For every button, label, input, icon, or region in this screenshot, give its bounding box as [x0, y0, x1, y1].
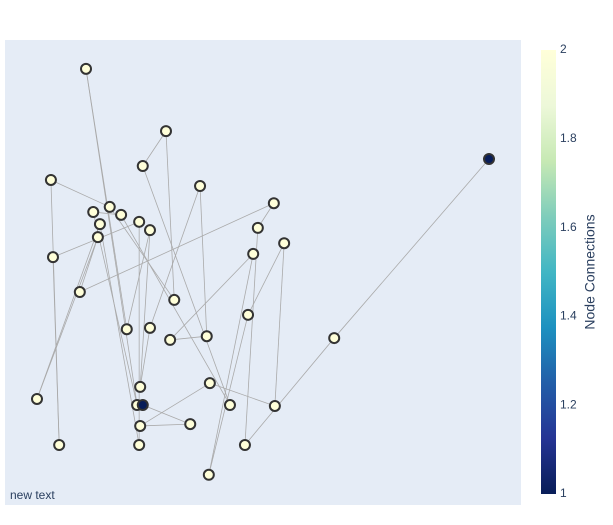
colorbar-tick-label: 2 [560, 42, 567, 56]
edge [120, 214, 231, 406]
node [91, 231, 104, 244]
node [93, 218, 106, 231]
node [164, 333, 177, 346]
node [143, 321, 156, 334]
edge [142, 165, 231, 406]
edge [139, 327, 151, 387]
node [159, 125, 172, 138]
edge [142, 130, 167, 167]
edge [139, 382, 211, 427]
edge [139, 230, 151, 387]
node [73, 286, 86, 299]
edge [50, 179, 60, 446]
node [115, 208, 128, 221]
edge [85, 68, 128, 330]
edge [333, 158, 490, 339]
edge [36, 224, 101, 400]
node [120, 323, 133, 336]
node [136, 399, 149, 412]
colorbar-tick-label: 1.4 [560, 309, 577, 323]
colorbar [541, 50, 556, 494]
edge [208, 314, 249, 475]
node [134, 419, 147, 432]
edge [199, 185, 208, 337]
edge [274, 243, 285, 406]
edge [149, 185, 201, 328]
edge [244, 227, 259, 446]
node [44, 173, 57, 186]
node [143, 224, 156, 237]
node [30, 392, 43, 405]
node [200, 330, 213, 343]
colorbar-tick-label: 1.2 [560, 397, 577, 411]
node [133, 439, 146, 452]
node [242, 308, 255, 321]
nodes [30, 62, 496, 481]
edge [79, 237, 99, 293]
node [223, 399, 236, 412]
node [87, 206, 100, 219]
node [267, 197, 280, 210]
edge [247, 243, 285, 315]
node [53, 439, 66, 452]
node [251, 221, 264, 234]
node [103, 200, 116, 213]
edge [140, 423, 191, 427]
node [203, 377, 216, 390]
edge [209, 382, 276, 407]
node [247, 247, 260, 260]
colorbar-tick-label: 1.8 [560, 131, 577, 145]
colorbar-tick-label: 1.6 [560, 220, 577, 234]
node [483, 153, 496, 166]
edge [244, 337, 335, 446]
node [268, 399, 281, 412]
node [136, 160, 149, 173]
node [46, 251, 59, 264]
node [184, 418, 197, 431]
node [328, 332, 341, 345]
node [133, 215, 146, 228]
edge [170, 335, 207, 341]
colorbar-tick-label: 1 [560, 486, 567, 500]
edge [109, 206, 175, 301]
plot-area [5, 40, 521, 505]
edge [36, 237, 99, 400]
node [168, 293, 181, 306]
edge [92, 211, 138, 406]
edge [142, 404, 191, 425]
edge [208, 253, 254, 475]
node [134, 380, 147, 393]
node [202, 468, 215, 481]
node [194, 180, 207, 193]
colorbar-title: Node Connections [582, 214, 598, 329]
annotation: new text [10, 488, 55, 502]
node [238, 439, 251, 452]
edge [165, 131, 175, 300]
node [80, 62, 93, 75]
edge [126, 230, 151, 330]
node [278, 237, 291, 250]
edge [79, 202, 275, 293]
edge [169, 253, 254, 341]
edge [50, 179, 110, 208]
